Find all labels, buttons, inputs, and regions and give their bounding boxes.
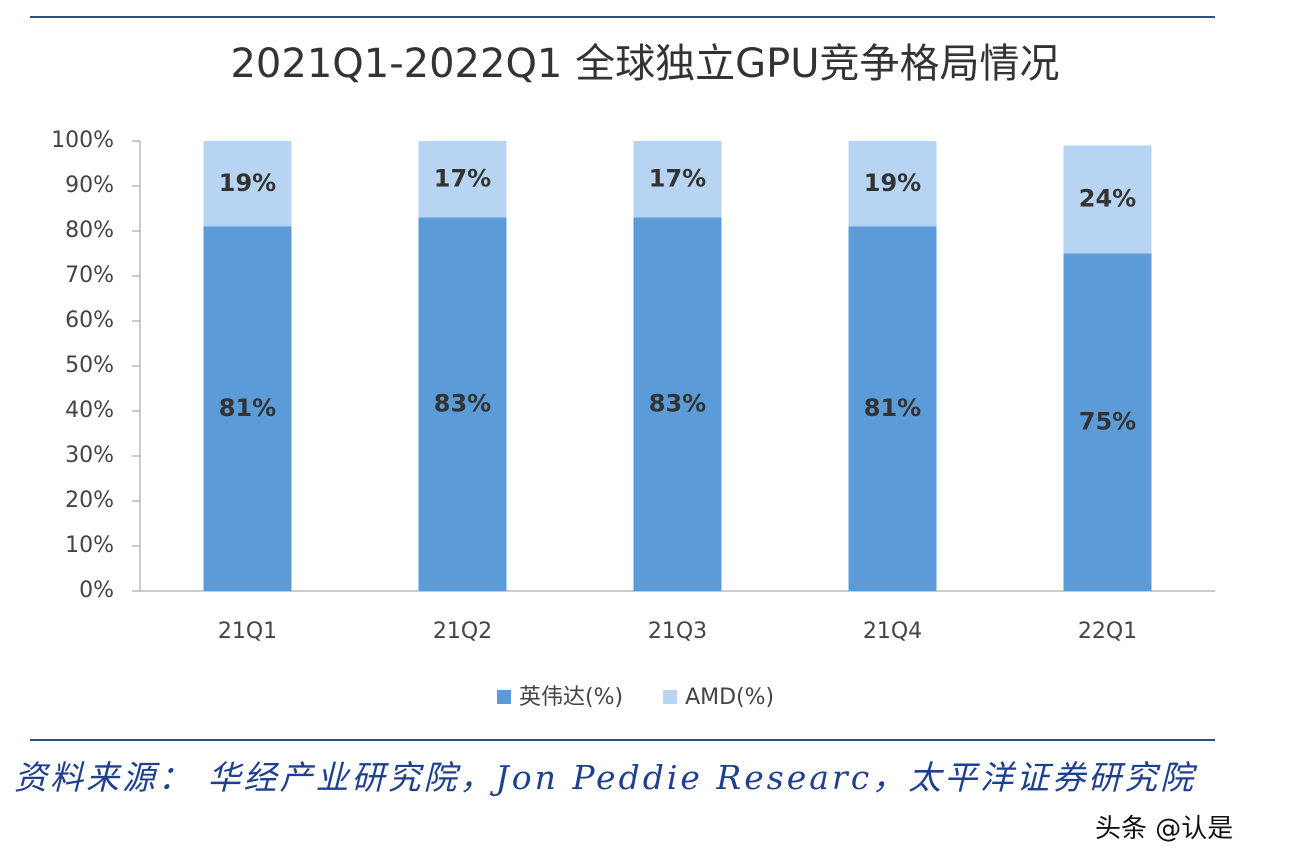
- x-tick-label: 21Q4: [863, 619, 922, 644]
- source-note: 资料来源： 华经产业研究院，Jon Peddie Researc，太平洋证券研究…: [14, 758, 1197, 797]
- y-tick-label: 60%: [65, 308, 114, 333]
- bar-segment: [633, 141, 722, 218]
- y-tick-label: 90%: [65, 173, 114, 198]
- data-label: 83%: [434, 389, 491, 417]
- data-label: 24%: [1079, 185, 1136, 213]
- bar-segment: [203, 141, 292, 227]
- y-tick-label: 100%: [51, 128, 114, 153]
- x-tick-label: 21Q1: [218, 619, 277, 644]
- data-label: 19%: [219, 169, 276, 197]
- y-tick-label: 50%: [65, 353, 114, 378]
- data-label: 81%: [864, 394, 921, 422]
- data-label: 75%: [1079, 407, 1136, 435]
- bar-segment: [203, 226, 292, 591]
- data-label: 17%: [649, 164, 706, 192]
- data-label: 17%: [434, 164, 491, 192]
- legend-swatch: [497, 690, 511, 704]
- y-tick-label: 40%: [65, 398, 114, 423]
- data-label: 83%: [649, 389, 706, 417]
- legend-label: AMD(%): [685, 685, 774, 710]
- y-tick-label: 80%: [65, 218, 114, 243]
- y-tick-label: 20%: [65, 488, 114, 513]
- bar-segment: [1063, 145, 1152, 254]
- watermark: 头条 @认是: [1095, 808, 1234, 845]
- bar-segment: [848, 226, 937, 591]
- data-label: 19%: [864, 169, 921, 197]
- bar-segment: [418, 217, 507, 591]
- bar-segment: [633, 217, 722, 591]
- bar-segment: [1063, 253, 1152, 591]
- legend-swatch: [663, 690, 678, 704]
- x-tick-label: 22Q1: [1078, 619, 1137, 644]
- y-tick-label: 10%: [65, 533, 114, 558]
- y-tick-label: 0%: [79, 578, 114, 603]
- x-tick-label: 21Q2: [433, 619, 492, 644]
- y-tick-label: 30%: [65, 443, 114, 468]
- data-label: 81%: [219, 394, 276, 422]
- y-tick-label: 70%: [65, 263, 114, 288]
- bar-segment: [418, 141, 507, 218]
- x-tick-label: 21Q3: [648, 619, 707, 644]
- chart-title: 2021Q1-2022Q1 全球独立GPU竞争格局情况: [230, 41, 1059, 87]
- legend-label: 英伟达(%): [519, 685, 623, 710]
- bar-segment: [848, 141, 937, 227]
